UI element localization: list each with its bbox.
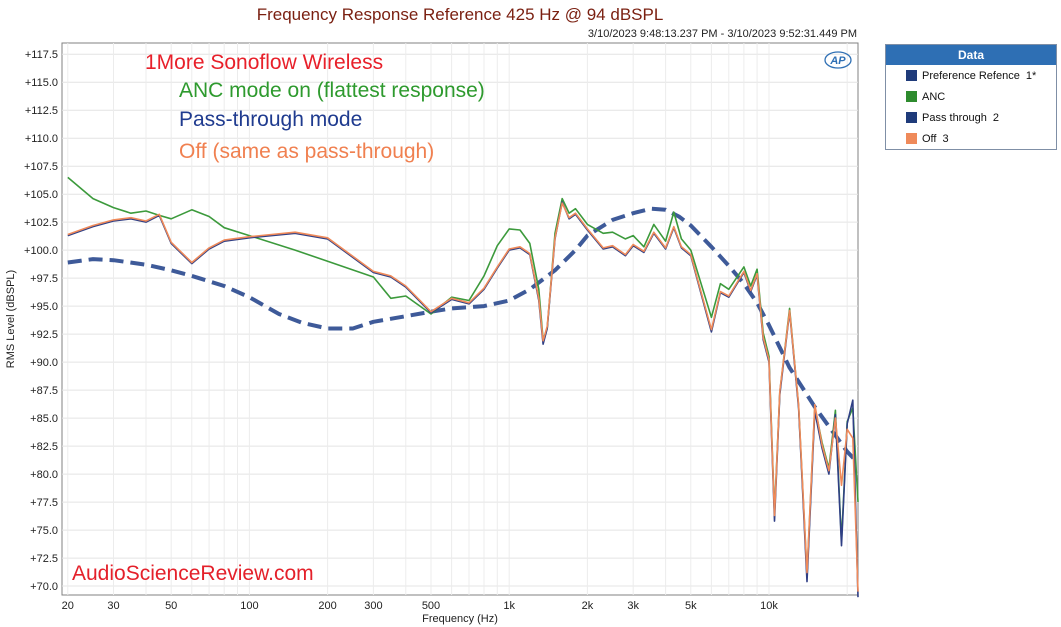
y-tick-label: +85.0 — [30, 413, 58, 425]
x-tick-label: 20 — [62, 600, 74, 612]
legend-item-pass-through[interactable]: Pass through 2 — [886, 107, 1056, 128]
x-tick-label: 2k — [582, 600, 594, 612]
x-tick-label: 3k — [627, 600, 639, 612]
watermark-text: AudioScienceReview.com — [72, 562, 314, 585]
x-tick-label: 200 — [318, 600, 336, 612]
y-tick-label: +75.0 — [30, 525, 58, 537]
y-tick-label: +112.5 — [25, 105, 58, 117]
data-series — [67, 176, 860, 598]
y-tick-label: +70.0 — [30, 581, 58, 593]
y-tick-label: +82.5 — [30, 441, 58, 453]
legend-item-off[interactable]: Off 3 — [886, 128, 1056, 149]
y-tick-label: +95.0 — [30, 301, 58, 313]
x-tick-label: 5k — [685, 600, 697, 612]
measurement-timestamp: 3/10/2023 9:48:13.237 PM - 3/10/2023 9:5… — [588, 28, 857, 40]
y-tick-label: +105.0 — [24, 189, 58, 201]
legend-item-anc[interactable]: ANC — [886, 86, 1056, 107]
y-tick-label: +110.0 — [25, 133, 58, 145]
y-tick-label: +87.5 — [30, 385, 58, 397]
y-tick-label: +107.5 — [24, 161, 58, 173]
y-tick-label: +80.0 — [30, 469, 58, 481]
y-axis-title: RMS Level (dBSPL) — [5, 270, 17, 368]
legend-swatch-anc[interactable] — [906, 91, 917, 102]
y-tick-label: +90.0 — [30, 357, 58, 369]
anc-annotation: ANC mode on (flattest response) — [179, 79, 485, 102]
x-tick-label: 300 — [364, 600, 382, 612]
product-annotation: 1More Sonoflow Wireless — [145, 51, 383, 74]
legend-number-off: 3 — [942, 132, 949, 145]
x-tick-label: 100 — [240, 600, 258, 612]
legend-header: Data — [886, 45, 1056, 65]
chart-title: Frequency Response Reference 425 Hz @ 94… — [257, 5, 664, 24]
legend-swatch-pass-through[interactable] — [906, 112, 917, 123]
x-axis-ticks: 20 30 50 100 200 300 500 1k 2k 3k 5k 10k — [62, 600, 779, 612]
legend-number-reference: 1* — [1025, 69, 1037, 82]
off-annotation: Off (same as pass-through) — [179, 140, 434, 163]
legend-panel: Data Preference Refence 1* ANC Pass thro… — [885, 44, 1057, 150]
x-tick-label: 30 — [107, 600, 119, 612]
x-tick-label: 50 — [165, 600, 177, 612]
y-tick-label: +97.5 — [30, 273, 58, 285]
legend-number-pass-through: 2 — [992, 111, 999, 124]
ap-logo-text: AP — [829, 55, 846, 67]
legend-item-reference[interactable]: Preference Refence 1* — [886, 65, 1056, 86]
y-tick-label: +115.0 — [25, 77, 58, 89]
ap-logo-icon: AP — [824, 51, 852, 69]
pass-through-annotation: Pass-through mode — [179, 108, 362, 131]
legend-swatch-reference[interactable] — [906, 70, 917, 81]
legend-label-reference: Preference Refence — [922, 69, 1020, 82]
y-tick-label: +77.5 — [30, 497, 58, 509]
series-line-off — [67, 202, 859, 592]
y-tick-label: +92.5 — [30, 329, 58, 341]
legend-label-pass-through: Pass through — [922, 111, 987, 124]
x-tick-label: 10k — [760, 600, 778, 612]
legend-label-anc: ANC — [922, 90, 946, 103]
x-tick-label: 500 — [422, 600, 440, 612]
series-line-reference — [67, 206, 860, 465]
y-tick-label: +102.5 — [24, 217, 58, 229]
legend-label-off: Off — [922, 132, 937, 145]
y-axis-ticks: +70.0 +72.5 +75.0 +77.5 +80.0 +82.5 +85.0 +87.5… — [24, 49, 58, 593]
legend-swatch-off[interactable] — [906, 133, 917, 144]
y-tick-label: +117.5 — [25, 49, 58, 61]
x-axis-title: Frequency (Hz) — [422, 613, 498, 625]
y-tick-label: +100.0 — [24, 245, 58, 257]
y-tick-label: +72.5 — [30, 553, 58, 565]
plot-area — [61, 42, 859, 596]
x-tick-label: 1k — [503, 600, 515, 612]
grid-lines — [62, 43, 858, 595]
